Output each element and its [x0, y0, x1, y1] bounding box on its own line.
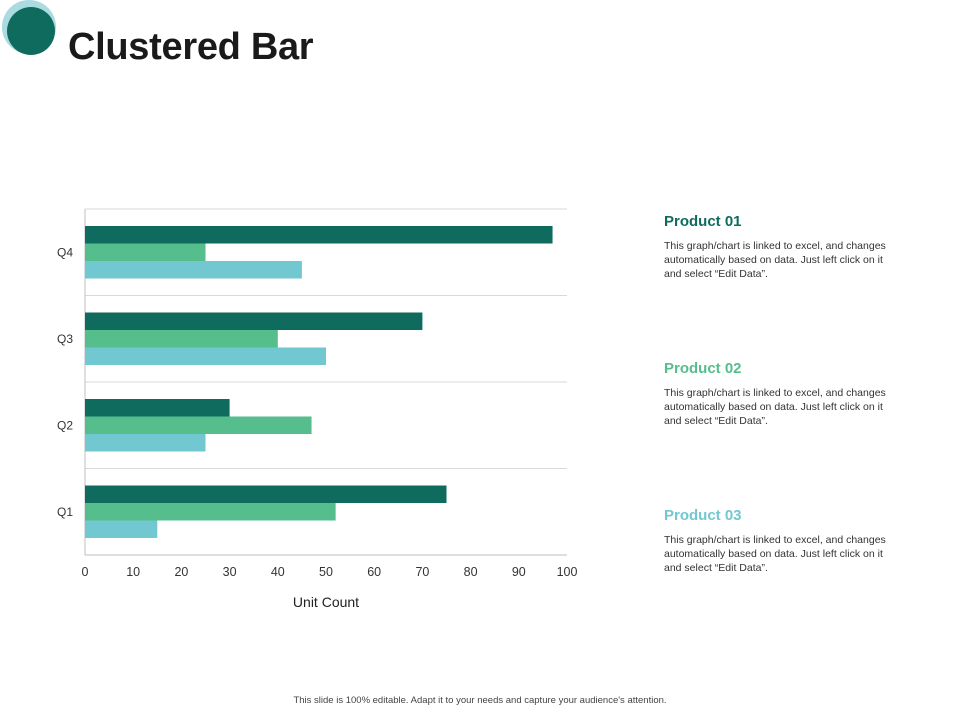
y-tick-label-q2: Q2	[57, 418, 73, 432]
bar-q2-product-02	[85, 416, 312, 434]
footer-note: This slide is 100% editable. Adapt it to…	[293, 695, 667, 706]
bar-q2-product-03	[85, 434, 206, 452]
bar-q3-product-02	[85, 330, 278, 348]
bar-q4-product-02	[85, 243, 206, 261]
bar-q2-product-01	[85, 399, 230, 417]
legend-product-03-name: Product 03	[664, 507, 742, 524]
legend-product-03: Product 03 This graph/chart is linked to…	[664, 507, 904, 575]
logo-inner-disc	[7, 7, 55, 55]
x-tick-label-30: 30	[223, 565, 237, 579]
legend-product-01: Product 01 This graph/chart is linked to…	[664, 213, 904, 281]
bar-q4-product-03	[85, 261, 302, 279]
bar-q3-product-01	[85, 312, 423, 330]
x-tick-label-50: 50	[319, 565, 333, 579]
x-tick-label-90: 90	[512, 565, 526, 579]
legend-product-02: Product 02 This graph/chart is linked to…	[664, 360, 904, 428]
bar-q1-product-03	[85, 520, 158, 538]
x-tick-label-0: 0	[82, 565, 89, 579]
page-title: Clustered Bar	[68, 26, 314, 68]
bar-q4-product-01	[85, 226, 553, 244]
bar-q3-product-03	[85, 347, 326, 365]
x-tick-label-70: 70	[415, 565, 429, 579]
legend-product-01-desc: This graph/chart is linked to excel, and…	[664, 240, 886, 280]
bar-q1-product-02	[85, 503, 336, 521]
x-tick-label-40: 40	[271, 565, 285, 579]
legend-product-03-desc: This graph/chart is linked to excel, and…	[664, 534, 886, 574]
x-axis-title: Unit Count	[293, 594, 359, 610]
legend-product-02-desc: This graph/chart is linked to excel, and…	[664, 387, 886, 427]
x-tick-label-20: 20	[174, 565, 188, 579]
x-tick-label-100: 100	[557, 565, 578, 579]
y-tick-label-q1: Q1	[57, 505, 73, 519]
y-tick-label-q4: Q4	[57, 245, 73, 259]
legend-product-02-name: Product 02	[664, 360, 742, 377]
x-tick-label-10: 10	[126, 565, 140, 579]
x-tick-label-60: 60	[367, 565, 381, 579]
bar-q1-product-01	[85, 485, 447, 503]
legend-product-01-name: Product 01	[664, 213, 742, 230]
y-tick-label-q3: Q3	[57, 332, 73, 346]
x-tick-label-80: 80	[464, 565, 478, 579]
logo-circle-icon	[2, 0, 56, 55]
